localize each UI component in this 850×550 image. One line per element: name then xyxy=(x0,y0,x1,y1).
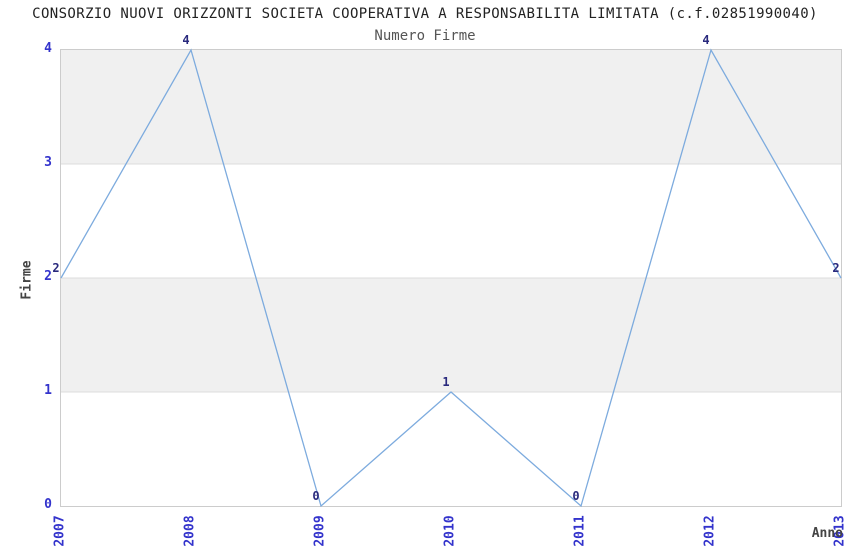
x-tick-label: 2008 xyxy=(182,515,198,547)
x-tick-label: 2010 xyxy=(442,515,458,547)
chart-main-title: CONSORZIO NUOVI ORIZZONTI SOCIETA COOPER… xyxy=(32,6,818,22)
x-tick-label: 2009 xyxy=(312,515,328,547)
chart-subtitle: Numero Firme xyxy=(374,28,476,44)
data-point-value-label: 0 xyxy=(312,489,320,503)
y-tick-label: 1 xyxy=(44,383,52,398)
data-point-value-label: 0 xyxy=(572,489,580,503)
plot-area xyxy=(60,48,842,508)
data-point-value-label: 4 xyxy=(182,33,190,47)
y-tick-label: 0 xyxy=(44,497,52,512)
plot-band xyxy=(61,278,841,392)
series-line xyxy=(60,48,842,508)
x-tick-label: 2012 xyxy=(702,515,718,547)
plot-band xyxy=(61,50,841,164)
x-tick-label: 2011 xyxy=(572,515,588,547)
y-tick-label: 3 xyxy=(44,155,52,170)
data-point-value-label: 2 xyxy=(832,261,840,275)
y-tick-label: 4 xyxy=(44,41,52,56)
data-point-value-label: 4 xyxy=(702,33,710,47)
y-tick-label: 2 xyxy=(44,269,52,284)
x-axis-label: Anno xyxy=(811,526,843,541)
x-tick-label: 2007 xyxy=(52,515,68,547)
line-series-svg xyxy=(60,48,842,508)
data-point-value-label: 1 xyxy=(442,375,450,389)
data-point-value-label: 2 xyxy=(52,261,60,275)
